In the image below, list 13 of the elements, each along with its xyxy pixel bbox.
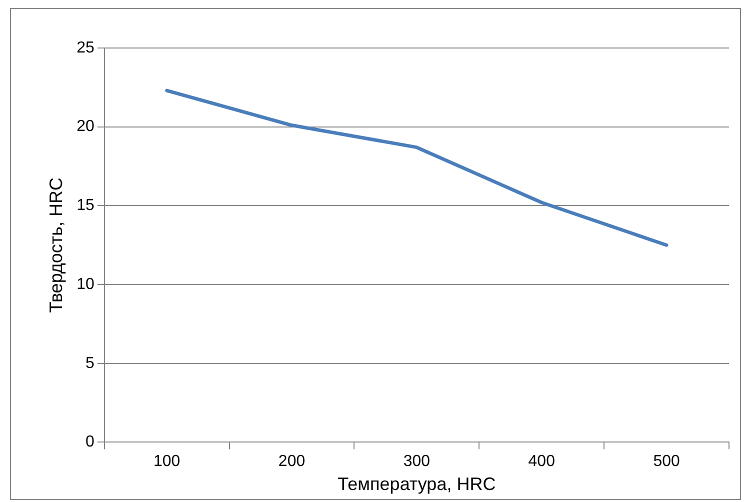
x-tick-label: 500 bbox=[653, 453, 680, 470]
x-tick-label: 200 bbox=[278, 453, 306, 470]
y-tick-label: 20 bbox=[76, 118, 94, 136]
y-tick-label: 25 bbox=[76, 39, 94, 56]
y-tick-label: 0 bbox=[85, 434, 94, 451]
x-tick-label: 300 bbox=[403, 453, 430, 470]
y-tick-label: 10 bbox=[76, 276, 94, 293]
x-tick-label: 400 bbox=[528, 453, 556, 470]
x-tick-label: 100 bbox=[154, 453, 180, 470]
y-axis-title: Твердость, HRC bbox=[46, 177, 66, 313]
y-tick-label: 5 bbox=[85, 354, 94, 372]
y-tick-label: 15 bbox=[76, 197, 94, 214]
x-axis-title: Температура, HRC bbox=[338, 474, 496, 494]
